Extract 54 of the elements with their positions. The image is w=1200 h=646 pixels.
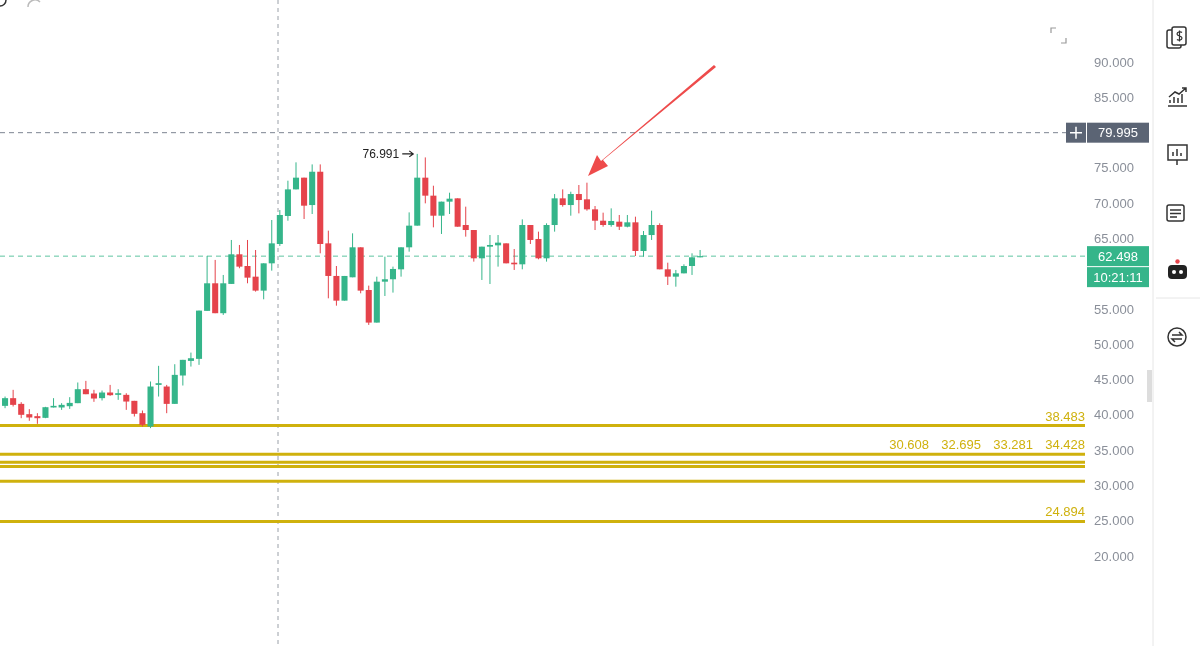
y-tick-label: 20.000 [1094,548,1134,564]
candlestick [462,206,469,238]
ref-line-label: 62.498 [1098,248,1138,264]
y-tick-label: 70.000 [1094,195,1134,211]
ref-line-label: 33.281 [993,437,1033,453]
candlestick [163,384,170,414]
candlestick [90,389,97,403]
candlestick [389,266,397,294]
y-tick-label: 45.000 [1094,372,1134,388]
ref-line-label: 79.995 [1098,125,1138,141]
ref-line-label: 32.695 [941,437,981,453]
candlestick [179,359,186,387]
candlestick [608,207,615,228]
ref-line-label: 34.428 [1045,437,1085,453]
candlestick [430,185,437,228]
y-tick-label: 65.000 [1094,231,1134,247]
candlestick [583,182,590,212]
candlestick [422,156,429,204]
candlestick [648,210,655,241]
y-tick-label: 90.000 [1094,54,1134,70]
annotation: 76.991 [362,147,400,162]
ref-line-label: 38.483 [1045,408,1085,424]
candlestick [535,231,542,260]
ref-line-label: 24.894 [1045,504,1085,520]
candlestick [406,211,413,253]
candlestick [244,239,251,284]
y-tick-label: 40.000 [1094,407,1134,423]
candlestick [575,184,582,214]
candlestick [600,212,607,228]
y-tick-label: 35.000 [1094,442,1134,458]
candlestick [672,269,679,288]
candlestick [292,161,300,190]
candlestick [567,191,574,217]
y-tick-label: 50.000 [1094,336,1134,352]
candlestick [268,219,275,272]
text: 10:21:11 [1093,269,1143,285]
candlestick [252,249,259,293]
candlestick [187,352,194,368]
ref-line-label: 30.608 [889,437,929,453]
candlestick [446,192,453,215]
candlestick [10,389,17,407]
candlestick [82,380,89,395]
y-tick-label: 75.000 [1094,160,1134,176]
candlestick [527,224,534,245]
candlestick [381,256,388,297]
y-tick-label: 30.000 [1094,477,1134,493]
candlestick [438,201,445,235]
candlestick [592,205,599,231]
y-tick-label: 55.000 [1094,301,1134,317]
y-tick-label: 85.000 [1094,89,1134,105]
candlestick [155,365,162,398]
y-tick-label: 25.000 [1094,513,1134,529]
candlestick [236,244,243,269]
candlestick [664,262,671,286]
